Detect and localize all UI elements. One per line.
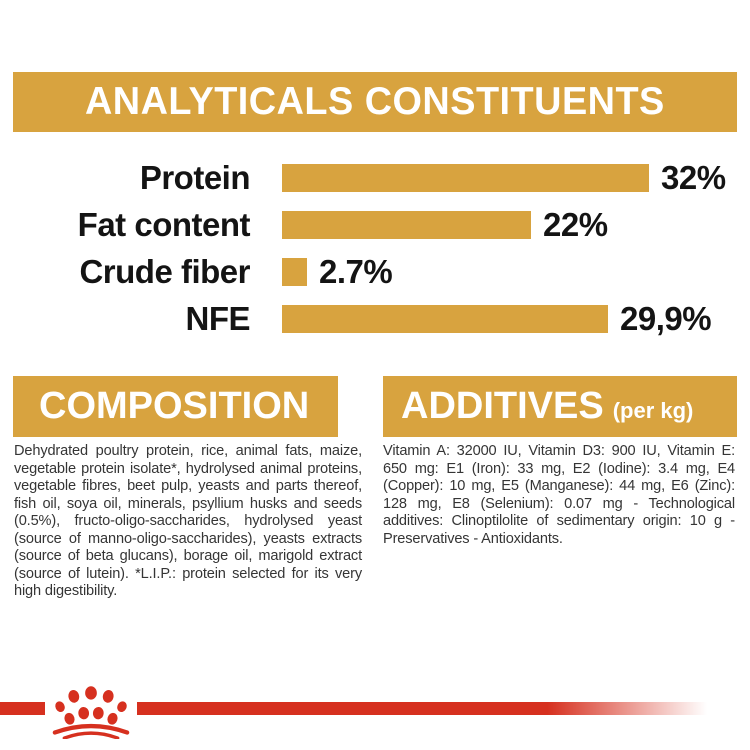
analyticals-title: ANALYTICALS CONSTITUENTS <box>85 80 665 123</box>
analyticals-bar-chart: Protein 32% Fat content 22% Crude fiber 2.7% N… <box>0 150 750 352</box>
bar-category-label: Fat content <box>77 206 251 243</box>
footer-stripe-left <box>0 702 45 715</box>
bar-value-label: 22% <box>543 206 608 243</box>
bar-fill <box>282 211 531 239</box>
analyticals-header-bar: ANALYTICALS CONSTITUENTS <box>13 72 737 132</box>
additives-unit-suffix: (per kg) <box>612 398 694 423</box>
bar-category-label: NFE <box>185 300 251 337</box>
royal-canin-crown-logo <box>52 686 130 739</box>
bar-fill <box>282 305 608 333</box>
additives-body-text: Vitamin A: 32000 IU, Vitamin D3: 900 IU,… <box>383 443 735 547</box>
bar-value-label: 2.7% <box>319 253 393 290</box>
additives-header-bar: ADDITIVES (per kg) <box>383 376 737 437</box>
bar-category-label: Protein <box>139 159 251 196</box>
bar-fill <box>282 258 307 286</box>
bar-value-label: 29,9% <box>620 300 712 337</box>
chart-row: Fat content 22% <box>0 206 750 243</box>
chart-row: Protein 32% <box>0 159 750 196</box>
bar-track <box>282 258 307 286</box>
composition-title: COMPOSITION <box>39 385 310 427</box>
bar-value-label: 32% <box>661 159 726 196</box>
chart-row: Crude fiber 2.7% <box>0 253 750 290</box>
bar-category-label: Crude fiber <box>79 253 250 290</box>
bar-fill <box>282 164 649 192</box>
bar-track <box>282 211 531 239</box>
additives-title-group: ADDITIVES (per kg) <box>401 385 693 428</box>
additives-title: ADDITIVES <box>401 385 604 427</box>
bar-track <box>282 164 649 192</box>
composition-header-bar: COMPOSITION <box>13 376 338 437</box>
footer-stripe <box>137 702 707 715</box>
chart-row: NFE 29,9% <box>0 300 750 337</box>
composition-body-text: Dehydrated poultry protein, rice, animal… <box>14 443 362 599</box>
bar-track <box>282 305 608 333</box>
